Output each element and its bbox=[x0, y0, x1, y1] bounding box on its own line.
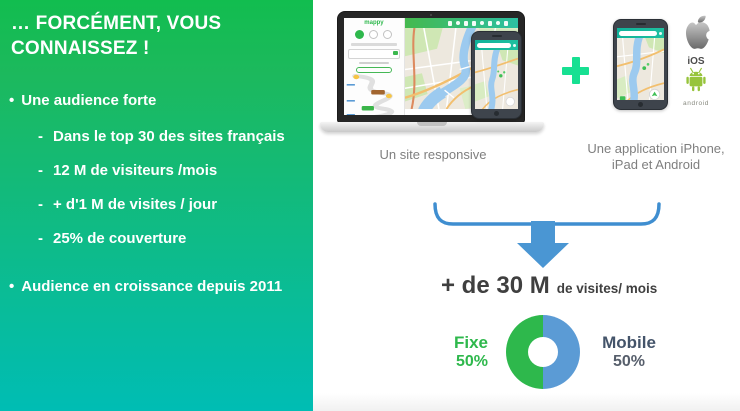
app-search-input bbox=[477, 42, 511, 48]
app-header bbox=[475, 40, 518, 50]
app-caption: Une application iPhone, iPad et Android bbox=[575, 141, 737, 174]
app-search-input bbox=[619, 30, 657, 36]
transport-car-icon bbox=[448, 20, 452, 26]
legend-fixe: Fixe 50% bbox=[420, 333, 488, 371]
visits-stat: + de 30 M de visites/ mois bbox=[441, 272, 657, 300]
mode-circle-icon bbox=[383, 30, 393, 39]
site-caption: Un site responsive bbox=[379, 147, 487, 162]
android-label: android bbox=[683, 100, 709, 107]
route-options-pill bbox=[355, 67, 392, 73]
transport-moto-icon bbox=[480, 21, 484, 25]
bottom-strip bbox=[313, 393, 740, 411]
donut-hole bbox=[528, 337, 558, 367]
list-item-label: Dans le top 30 des sites français bbox=[53, 128, 285, 145]
route-illustration-icon bbox=[346, 74, 395, 115]
transport-plane-icon bbox=[496, 21, 500, 25]
list-item: - 12 M de visiteurs /mois bbox=[38, 162, 217, 179]
laptop-notch bbox=[417, 122, 447, 126]
app-caption-line2: iPad et Android bbox=[611, 157, 701, 173]
dash-marker: - bbox=[38, 196, 43, 213]
list-item: - 25% de couverture bbox=[38, 230, 186, 247]
bullet-marker: • bbox=[9, 92, 15, 109]
app-header bbox=[617, 28, 664, 38]
visits-stat-number: + de 30 M bbox=[441, 272, 550, 299]
bullet-growth: • Audience en croissance depuis 2011 bbox=[9, 278, 282, 295]
list-item-label: 12 M de visiteurs /mois bbox=[53, 162, 218, 179]
visits-stat-unit: de visites/ mois bbox=[556, 281, 658, 296]
bullet-growth-label: Audience en croissance depuis 2011 bbox=[21, 278, 283, 295]
home-button bbox=[494, 111, 499, 116]
dash-marker: - bbox=[38, 162, 43, 179]
donut-chart bbox=[506, 315, 580, 389]
webcam-icon bbox=[430, 14, 432, 16]
phone-screen bbox=[475, 40, 518, 109]
sidebar-label-bar bbox=[350, 43, 398, 46]
map-image bbox=[617, 38, 664, 100]
mappy-logo: mappy bbox=[364, 20, 384, 26]
sidebar-text-bar bbox=[358, 62, 389, 64]
bullet-marker: • bbox=[9, 278, 15, 295]
map-toolbar bbox=[404, 18, 518, 28]
plus-bar bbox=[571, 57, 580, 84]
legend-mobile-value: 50% bbox=[612, 353, 646, 370]
mode-circle-icon bbox=[369, 30, 379, 39]
page-title: … FORCÉMENT, VOUS CONNAISSEZ ! bbox=[11, 13, 222, 60]
list-item-label: 25% de couverture bbox=[53, 230, 187, 247]
legend-fixe-value: 50% bbox=[455, 353, 488, 370]
legend-mobile-label: Mobile bbox=[602, 333, 656, 352]
android-platform: android bbox=[678, 66, 714, 107]
laptop-base bbox=[320, 122, 544, 132]
phone-mockup bbox=[613, 19, 668, 110]
legend-mobile: Mobile 50% bbox=[593, 333, 665, 371]
list-item: - + d'1 M de visites / jour bbox=[38, 196, 217, 213]
dash-marker: - bbox=[38, 230, 43, 247]
transport-transit-icon bbox=[472, 20, 476, 26]
search-input bbox=[347, 49, 401, 59]
transport-mode-selector bbox=[344, 30, 404, 39]
app-caption-line1: Une application iPhone, bbox=[587, 141, 725, 156]
plus-icon bbox=[562, 57, 589, 84]
app-menu-icon bbox=[659, 31, 662, 35]
transport-other-icon bbox=[504, 20, 508, 26]
transport-walk-icon bbox=[456, 21, 460, 25]
mode-circle-active-icon bbox=[355, 30, 365, 39]
android-logo-icon bbox=[686, 67, 706, 92]
left-panel: … FORCÉMENT, VOUS CONNAISSEZ ! • Une aud… bbox=[0, 0, 313, 411]
app-menu-icon bbox=[513, 43, 516, 47]
ios-label: iOS bbox=[687, 56, 705, 67]
list-item: - Dans le top 30 des sites français bbox=[38, 128, 285, 145]
search-icon bbox=[393, 51, 399, 55]
transport-train-icon bbox=[488, 20, 492, 26]
transport-bike-icon bbox=[464, 20, 468, 26]
down-arrow-icon bbox=[517, 221, 569, 268]
map-image bbox=[475, 50, 518, 109]
ios-platform: iOS bbox=[678, 15, 716, 67]
legend-fixe-label: Fixe bbox=[453, 333, 488, 352]
bullet-audience-label: Une audience forte bbox=[21, 92, 157, 109]
phone-speaker-icon bbox=[491, 35, 502, 37]
home-button bbox=[638, 102, 643, 107]
laptop-mockup: mappy bbox=[337, 11, 525, 123]
apple-logo-icon bbox=[685, 15, 716, 49]
phone-speaker-icon bbox=[635, 23, 646, 25]
list-item-label: + d'1 M de visites / jour bbox=[53, 196, 218, 213]
phone-mockup-on-laptop bbox=[471, 31, 522, 119]
bullet-audience: • Une audience forte bbox=[9, 92, 156, 109]
phone-screen bbox=[617, 28, 664, 100]
site-sidebar: mappy bbox=[344, 18, 405, 115]
dash-marker: - bbox=[38, 128, 43, 145]
